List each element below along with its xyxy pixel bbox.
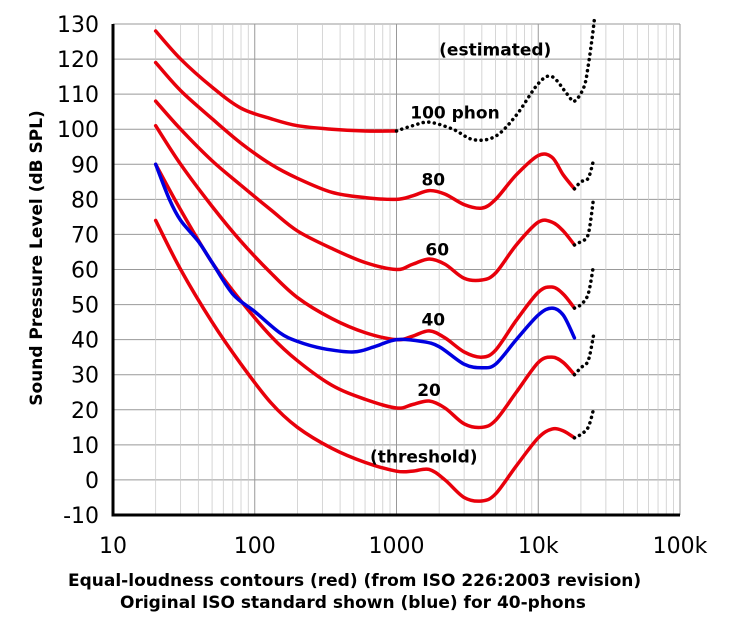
y-tick-label: 20 <box>71 399 99 424</box>
y-tick-label: 40 <box>71 329 99 354</box>
axes <box>111 24 680 517</box>
y-tick-label: 60 <box>71 259 99 284</box>
y-tick-label: 80 <box>71 188 99 213</box>
x-axis-label-line2: Original ISO standard shown (blue) for 4… <box>120 593 586 613</box>
curve-phon-80 <box>153 60 577 211</box>
y-tick-label: 50 <box>71 294 99 319</box>
tick-labels: -10 0 10 20 30 40 50 60 70 80 90 100 110 120 130 10 100 1… <box>57 13 708 559</box>
curve-phon-60-est <box>572 197 596 247</box>
annotation-label: 60 <box>425 240 449 260</box>
x-tick-label: 100 <box>234 534 276 559</box>
annotation-label: 100 phon <box>410 104 499 124</box>
curve-phon-40-est <box>572 264 596 310</box>
curve-iso-original-40 <box>153 162 577 370</box>
curve-phon-80-est <box>572 159 596 191</box>
curve-phon-60 <box>153 99 577 283</box>
annotation-label: (estimated) <box>439 41 551 61</box>
curve-threshold-est <box>572 408 596 440</box>
x-tick-label: 10k <box>518 534 559 559</box>
curves <box>153 15 597 503</box>
y-tick-label: 10 <box>71 434 99 459</box>
curve-phon-40 <box>153 123 577 359</box>
curve-phon-100-est <box>394 15 597 143</box>
x-tick-label: 100k <box>653 534 708 559</box>
y-tick-label: 0 <box>85 469 99 494</box>
annotations: (estimated) 100 phon 80 60 40 20 (threshold) <box>370 41 551 468</box>
curve-phon-100 <box>153 29 399 133</box>
x-axis-label-line1: Equal-loudness contours (red) (from ISO … <box>68 571 641 591</box>
grid <box>112 23 681 516</box>
y-tick-label: 90 <box>71 153 99 178</box>
curve-phon-20-est <box>572 334 596 377</box>
y-tick-label: 30 <box>71 364 99 389</box>
y-tick-label: 70 <box>71 223 99 248</box>
y-axis-label: Sound Pressure Level (dB SPL) <box>27 110 47 406</box>
annotation-label: 40 <box>421 311 445 331</box>
y-tick-label: 120 <box>57 48 99 73</box>
y-tick-label: 100 <box>57 118 99 143</box>
y-tick-label: 110 <box>57 83 99 108</box>
annotation-label: 80 <box>421 170 445 190</box>
y-tick-label: -10 <box>63 504 99 529</box>
x-tick-label: 1000 <box>369 534 425 559</box>
x-tick-label: 10 <box>99 534 127 559</box>
annotation-label: (threshold) <box>370 447 478 467</box>
y-tick-label: 130 <box>57 13 99 38</box>
annotation-label: 20 <box>417 381 441 401</box>
curve-threshold <box>153 218 577 503</box>
